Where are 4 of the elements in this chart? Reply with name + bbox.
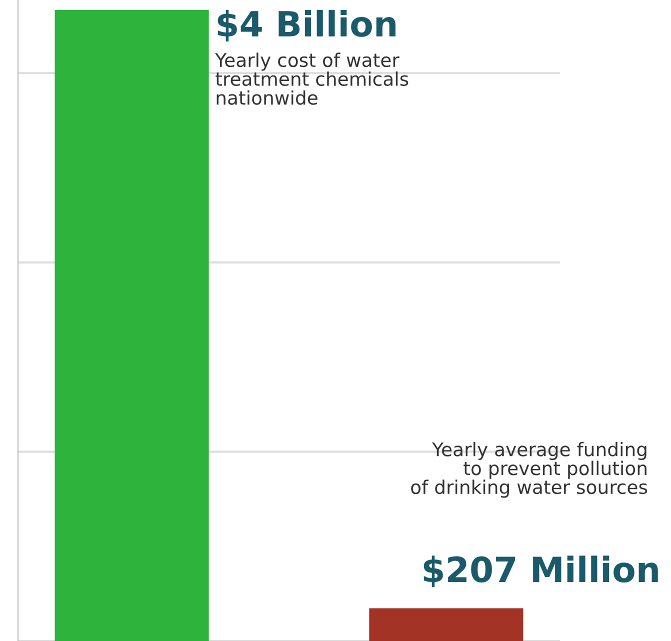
annotation: $4 Billion bbox=[218, 10, 396, 42]
annotation: Yearly cost of water treatment chemicals nationwide bbox=[215, 52, 408, 105]
annotation: $207 Million bbox=[424, 556, 658, 588]
annotation: Yearly average funding to prevent pollution of drinking water sources bbox=[411, 442, 648, 498]
